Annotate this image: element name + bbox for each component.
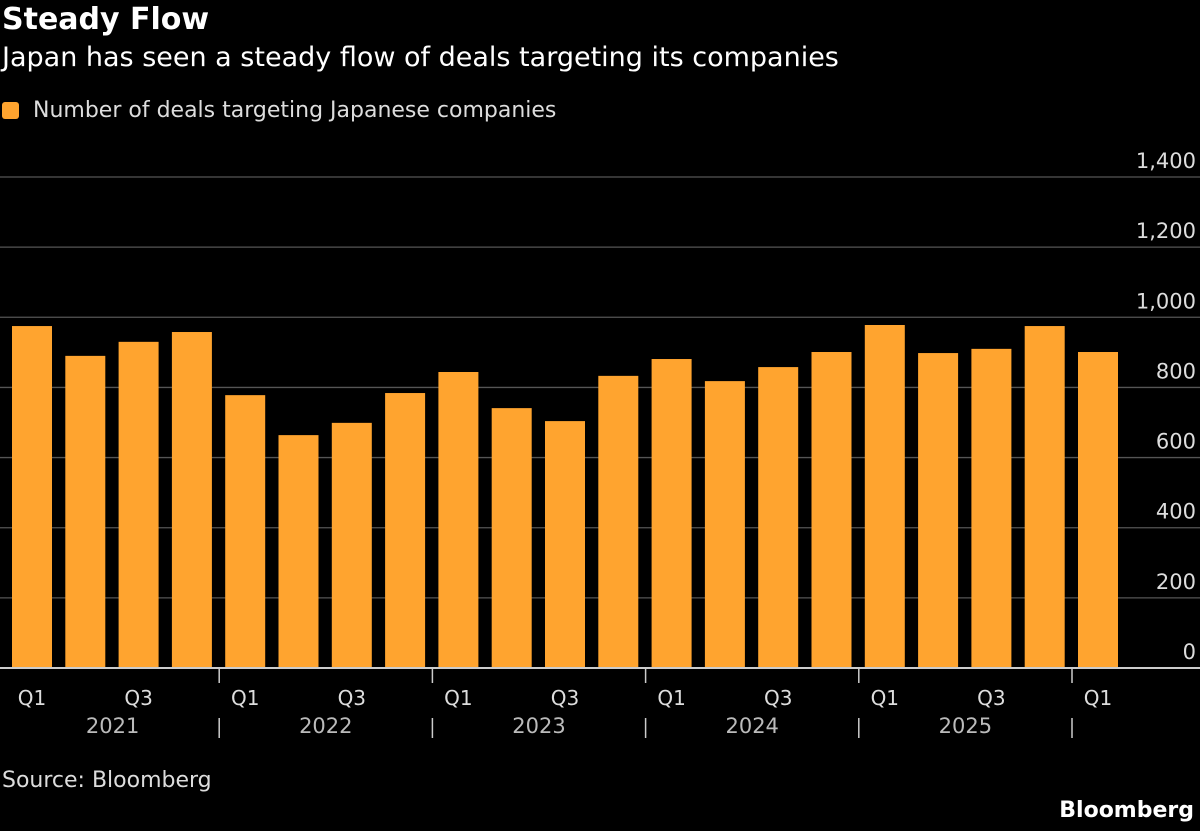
x-tick-label: Q1 xyxy=(231,686,259,710)
year-label: 2022 xyxy=(299,714,352,738)
bar xyxy=(65,355,106,668)
x-tick-label: Q3 xyxy=(764,686,792,710)
source-note: Source: Bloomberg xyxy=(2,768,212,793)
y-tick-label: 1,000 xyxy=(1136,289,1196,313)
y-tick-label: 1,400 xyxy=(1136,149,1196,173)
x-tick-label: Q1 xyxy=(1084,686,1112,710)
x-tick-label: Q3 xyxy=(977,686,1005,710)
y-tick-label: 1,200 xyxy=(1136,219,1196,243)
bar xyxy=(278,435,319,668)
bar xyxy=(918,353,959,668)
year-label: 2021 xyxy=(86,714,139,738)
bar xyxy=(118,341,159,668)
bar xyxy=(971,348,1012,668)
bar xyxy=(545,421,585,668)
bar xyxy=(12,326,52,668)
bar xyxy=(225,395,266,668)
x-tick-label: Q1 xyxy=(871,686,899,710)
bar xyxy=(1078,352,1118,668)
x-tick-label: Q3 xyxy=(124,686,152,710)
x-tick-label: Q1 xyxy=(18,686,46,710)
y-tick-label: 0 xyxy=(1183,640,1196,664)
bar xyxy=(758,367,799,668)
bloomberg-logo: Bloomberg xyxy=(1059,798,1194,823)
y-tick-label: 200 xyxy=(1156,570,1196,594)
bar xyxy=(171,332,212,668)
bar xyxy=(491,408,532,668)
bar xyxy=(438,371,479,668)
x-tick-label: Q3 xyxy=(551,686,579,710)
bar xyxy=(704,381,745,668)
bar xyxy=(598,375,639,668)
x-tick-label: Q3 xyxy=(338,686,366,710)
bar xyxy=(864,325,905,668)
legend-label: Number of deals targeting Japanese compa… xyxy=(33,98,557,123)
legend: Number of deals targeting Japanese compa… xyxy=(2,98,556,123)
bar xyxy=(811,352,852,668)
x-tick-label: Q1 xyxy=(444,686,472,710)
legend-swatch xyxy=(2,102,19,119)
x-tick-label: Q1 xyxy=(657,686,685,710)
year-label: 2024 xyxy=(725,714,778,738)
y-tick-label: 400 xyxy=(1156,500,1196,524)
bar xyxy=(385,393,426,668)
year-label: 2025 xyxy=(939,714,992,738)
y-tick-label: 800 xyxy=(1156,359,1196,383)
chart-subtitle: Japan has seen a steady flow of deals ta… xyxy=(2,42,839,73)
bar xyxy=(651,359,692,668)
bar xyxy=(331,422,372,668)
bar xyxy=(1024,326,1065,668)
chart-title: Steady Flow xyxy=(2,2,210,37)
y-tick-label: 600 xyxy=(1156,430,1196,454)
year-label: 2023 xyxy=(512,714,565,738)
